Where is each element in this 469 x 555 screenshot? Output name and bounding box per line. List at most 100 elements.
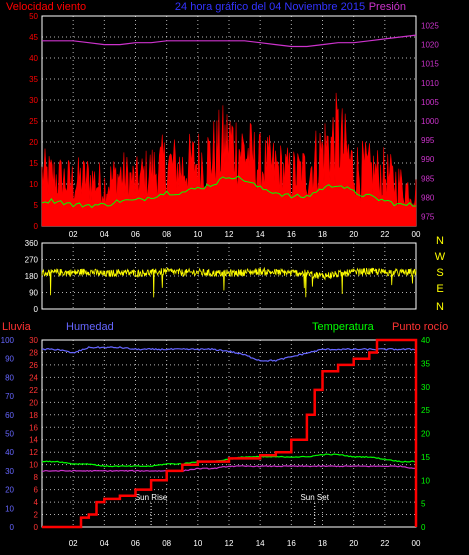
y-tick-label: 980 [421,193,435,202]
x-tick-label: 02 [69,539,78,548]
sunrise-label: Sun Rise [135,493,168,502]
y-tick-label: 80 [5,373,14,382]
y-tick-label: 1025 [421,22,439,31]
temperature-label: Temperatura [312,321,375,333]
wind-gust-area [41,92,417,227]
pressure-y-axis-ticks: 975 980 985 990 995 1000 1005 1010 1015 1020 1025 [421,22,439,222]
y-tick-label: 26 [29,361,38,370]
x-tick-label: 22 [380,230,389,239]
humidity-label: Humedad [66,321,114,333]
compass-label: N [436,235,444,247]
y-tick-label: 5 [34,201,39,210]
x-tick-label: 14 [256,539,265,548]
x-tick-label: 16 [287,230,296,239]
wind-gust-series [41,92,417,227]
y-tick-label: 20 [5,486,14,495]
humidity-y-axis-ticks: 0 10 20 30 40 50 60 70 80 90 100 [1,336,15,532]
x-tick-label: 14 [256,230,265,239]
y-tick-label: 1005 [421,98,439,107]
x-tick-label: 20 [349,539,358,548]
y-tick-label: 8 [34,473,39,482]
rain-line [42,338,418,529]
x-tick-label: 00 [412,230,421,239]
y-tick-label: 25 [29,117,38,126]
y-tick-label: 1015 [421,60,439,69]
y-tick-label: 2 [34,511,39,520]
x-tick-label: 04 [100,539,109,548]
x-tick-label: 08 [162,539,171,548]
y-tick-label: 28 [29,348,38,357]
wind-pressure-panel: Velocidad viento 24 hora gráfico del 04 … [6,1,439,239]
wind-average-line [41,175,417,209]
x-tick-label: 16 [287,539,296,548]
y-tick-label: 50 [29,12,38,21]
y-tick-label: 30 [5,467,14,476]
y-tick-label: 15 [421,453,430,462]
rain-label: Lluvia [2,321,32,333]
y-tick-label: 0 [34,222,39,231]
x-tick-label: 02 [69,230,78,239]
rain-humidity-temperature-panel: Lluvia Humedad Temperatura Punto rocío S… [1,321,449,548]
x-tick-label: 10 [193,230,202,239]
rain-grid [42,340,416,527]
y-tick-label: 60 [5,411,14,420]
compass-label: S [436,267,443,279]
chart-title: 24 hora gráfico del 04 Noviembre 2015 [175,1,365,13]
y-tick-label: 20 [29,398,38,407]
temperature-y-axis-ticks: 0 5 10 15 20 25 30 35 40 [421,336,430,532]
compass-label: W [435,251,446,263]
y-tick-label: 50 [5,430,14,439]
compass-label: E [436,283,443,295]
y-tick-label: 985 [421,174,435,183]
y-tick-label: 16 [29,423,38,432]
x-tick-label: 18 [318,230,327,239]
y-tick-label: 0 [10,523,15,532]
x-tick-label: 06 [131,539,140,548]
y-tick-label: 15 [29,159,38,168]
y-tick-label: 10 [421,476,430,485]
x-tick-label: 22 [380,539,389,548]
y-tick-label: 100 [1,336,15,345]
y-tick-label: 22 [29,386,38,395]
wind-speed-label: Velocidad viento [6,1,86,13]
y-tick-label: 14 [29,436,38,445]
direction-line [41,266,417,298]
wind-x-axis-ticks: 02 04 06 08 10 12 14 16 18 20 22 00 [69,230,421,239]
y-tick-label: 5 [421,500,426,509]
compass-label: N [436,301,444,313]
y-tick-label: 12 [29,448,38,457]
y-tick-label: 975 [421,212,435,221]
y-tick-label: 10 [5,504,14,513]
pressure-line [42,34,417,48]
pressure-label: Presión [369,1,406,13]
y-tick-label: 1010 [421,79,439,88]
x-tick-label: 00 [412,539,421,548]
y-tick-label: 24 [29,373,38,382]
rain-x-axis-ticks: 02 04 06 08 10 12 14 16 18 20 22 00 [69,539,421,548]
y-tick-label: 25 [421,406,430,415]
direction-series [41,266,417,298]
direction-grid [42,243,416,309]
y-tick-label: 1020 [421,41,439,50]
y-tick-label: 10 [29,461,38,470]
y-tick-label: 90 [5,355,14,364]
y-tick-label: 40 [421,336,430,345]
x-tick-label: 10 [193,539,202,548]
humidity-line [41,345,417,362]
y-tick-label: 20 [421,430,430,439]
y-tick-label: 70 [5,392,14,401]
y-tick-label: 40 [5,448,14,457]
sunset-label: Sun Set [300,493,329,502]
x-tick-label: 20 [349,230,358,239]
y-tick-label: 40 [29,54,38,63]
dewpoint-label: Punto rocío [392,321,448,333]
dewpoint-series [41,465,417,473]
y-tick-label: 0 [34,523,39,532]
x-tick-label: 04 [100,230,109,239]
y-tick-label: 20 [29,138,38,147]
wind-y-axis-ticks: 0 5 10 15 20 25 30 35 40 45 50 [29,12,38,231]
y-tick-label: 45 [29,33,38,42]
